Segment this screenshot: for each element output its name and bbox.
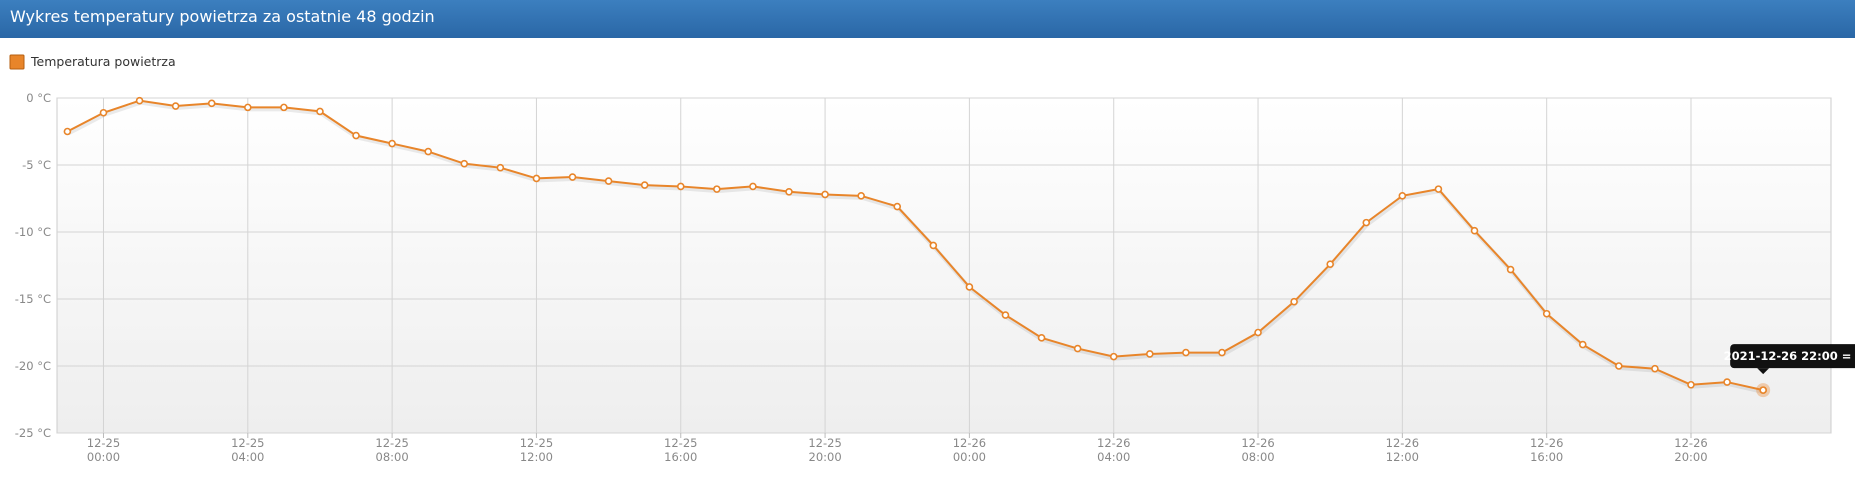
data-point bbox=[604, 177, 613, 185]
data-point bbox=[280, 103, 288, 112]
data-point bbox=[1326, 260, 1334, 268]
x-tick-label: 12-25 20:00 bbox=[808, 436, 841, 464]
data-point bbox=[1723, 378, 1731, 386]
panel-title: Wykres temperatury powietrza za ostatnie… bbox=[0, 0, 1855, 38]
data-point bbox=[640, 181, 649, 189]
y-tick-label: -5 °C bbox=[22, 158, 51, 172]
data-point bbox=[1470, 226, 1479, 235]
data-point bbox=[1290, 297, 1298, 306]
data-point bbox=[1254, 328, 1262, 337]
highlight-point-center bbox=[1759, 386, 1767, 394]
y-tick-label: -20 °C bbox=[15, 359, 51, 373]
data-point bbox=[171, 102, 180, 110]
tooltip-arrow bbox=[1757, 368, 1770, 375]
data-point bbox=[785, 188, 793, 196]
y-tick-label: -10 °C bbox=[15, 225, 51, 239]
data-point bbox=[316, 107, 324, 116]
data-point bbox=[424, 147, 433, 156]
data-point bbox=[1073, 344, 1082, 353]
data-point bbox=[532, 174, 541, 183]
data-point bbox=[496, 163, 505, 172]
x-tick-label: 12-26 00:00 bbox=[953, 436, 986, 464]
data-point bbox=[1146, 350, 1154, 358]
x-tick-label: 12-26 16:00 bbox=[1530, 436, 1563, 464]
data-point bbox=[352, 131, 360, 140]
data-point bbox=[676, 182, 685, 191]
x-tick-label: 12-26 08:00 bbox=[1241, 436, 1274, 464]
data-point bbox=[749, 182, 757, 191]
data-point bbox=[1398, 192, 1407, 200]
tooltip-text: 2021-12-26 22:00 = -21,8 °C bbox=[1724, 349, 1855, 363]
data-point bbox=[1506, 265, 1515, 274]
x-tick-label: 12-25 04:00 bbox=[231, 436, 264, 464]
data-point bbox=[1001, 311, 1010, 319]
x-tick-label: 12-26 20:00 bbox=[1674, 436, 1707, 464]
data-point bbox=[388, 139, 396, 148]
data-point bbox=[1542, 309, 1551, 318]
data-point bbox=[1578, 340, 1587, 349]
y-tick-label: 0 °C bbox=[26, 91, 51, 105]
plot-background bbox=[56, 97, 1832, 434]
data-point bbox=[135, 96, 144, 105]
data-point bbox=[821, 190, 829, 199]
data-point bbox=[893, 202, 902, 211]
data-point bbox=[965, 283, 974, 291]
data-point bbox=[207, 99, 216, 108]
tooltip-box bbox=[1730, 344, 1855, 369]
data-point bbox=[713, 185, 721, 193]
series-line bbox=[66, 99, 1764, 392]
data-point bbox=[1182, 348, 1190, 357]
legend-swatch bbox=[9, 54, 25, 70]
x-tick-label: 12-25 00:00 bbox=[87, 436, 120, 464]
data-point bbox=[63, 127, 72, 136]
y-tick-label: -15 °C bbox=[15, 292, 51, 306]
y-tick-label: -25 °C bbox=[15, 426, 51, 440]
data-point bbox=[857, 192, 865, 200]
data-point bbox=[1615, 362, 1623, 370]
data-point bbox=[1037, 334, 1046, 342]
data-point bbox=[1109, 352, 1118, 361]
data-point bbox=[1434, 185, 1443, 193]
data-point bbox=[99, 108, 108, 117]
data-point bbox=[1362, 218, 1371, 227]
data-point bbox=[1651, 364, 1659, 373]
data-point bbox=[568, 173, 577, 181]
x-tick-label: 12-25 16:00 bbox=[664, 436, 697, 464]
x-tick-label: 12-25 08:00 bbox=[375, 436, 408, 464]
data-point bbox=[244, 103, 252, 112]
x-tick-label: 12-26 12:00 bbox=[1386, 436, 1419, 464]
legend-label: Temperatura powietrza bbox=[30, 54, 176, 69]
data-point bbox=[929, 241, 938, 250]
x-tick-label: 12-26 04:00 bbox=[1097, 436, 1130, 464]
data-point bbox=[460, 159, 469, 168]
data-point bbox=[1218, 348, 1226, 357]
x-tick-label: 12-25 12:00 bbox=[520, 436, 553, 464]
data-point bbox=[1687, 380, 1695, 389]
